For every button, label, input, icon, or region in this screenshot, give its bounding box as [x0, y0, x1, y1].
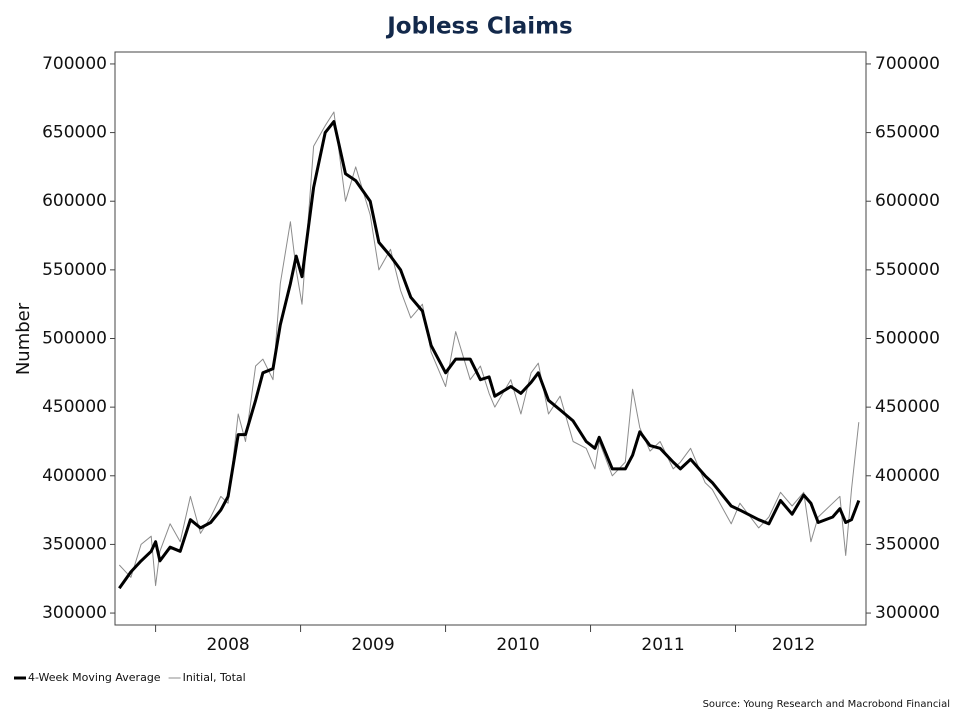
y-tick-label: 350000	[42, 534, 107, 554]
y2-tick-label: 500000	[875, 329, 940, 349]
source-note: Source: Young Research and Macrobond Fin…	[703, 699, 950, 710]
plot-frame	[114, 51, 867, 626]
y2-tick-label: 300000	[875, 603, 940, 623]
y2-tick-label: 700000	[875, 54, 940, 74]
legend-label: 4-Week Moving Average	[28, 671, 161, 684]
y-tick-label: 550000	[42, 260, 107, 280]
x-tick-label: 2010	[496, 635, 539, 655]
y-tick-label: 600000	[42, 191, 107, 211]
y-tick-label: 650000	[42, 123, 107, 143]
y2-tick-label: 350000	[875, 534, 940, 554]
x-tick-label: 2009	[351, 635, 394, 655]
y2-tick-label: 400000	[875, 466, 940, 486]
series-line	[118, 120, 861, 590]
x-tick-label: 2008	[206, 635, 249, 655]
y-tick-label: 500000	[42, 329, 107, 349]
y-tick-label: 300000	[42, 603, 107, 623]
y-tick-label: 400000	[42, 466, 107, 486]
y-tick-label: 450000	[42, 397, 107, 417]
x-tick-label: 2012	[772, 635, 815, 655]
y2-tick-label: 450000	[875, 397, 940, 417]
x-tick-label: 2011	[641, 635, 684, 655]
y2-tick-label: 650000	[875, 123, 940, 143]
y2-tick-label: 600000	[875, 191, 940, 211]
chart-title: Jobless Claims	[385, 14, 573, 40]
y2-tick-label: 550000	[875, 260, 940, 280]
y-axis-label: Number	[13, 302, 34, 375]
y-tick-label: 700000	[42, 54, 107, 74]
legend-label: Initial, Total	[183, 671, 246, 684]
